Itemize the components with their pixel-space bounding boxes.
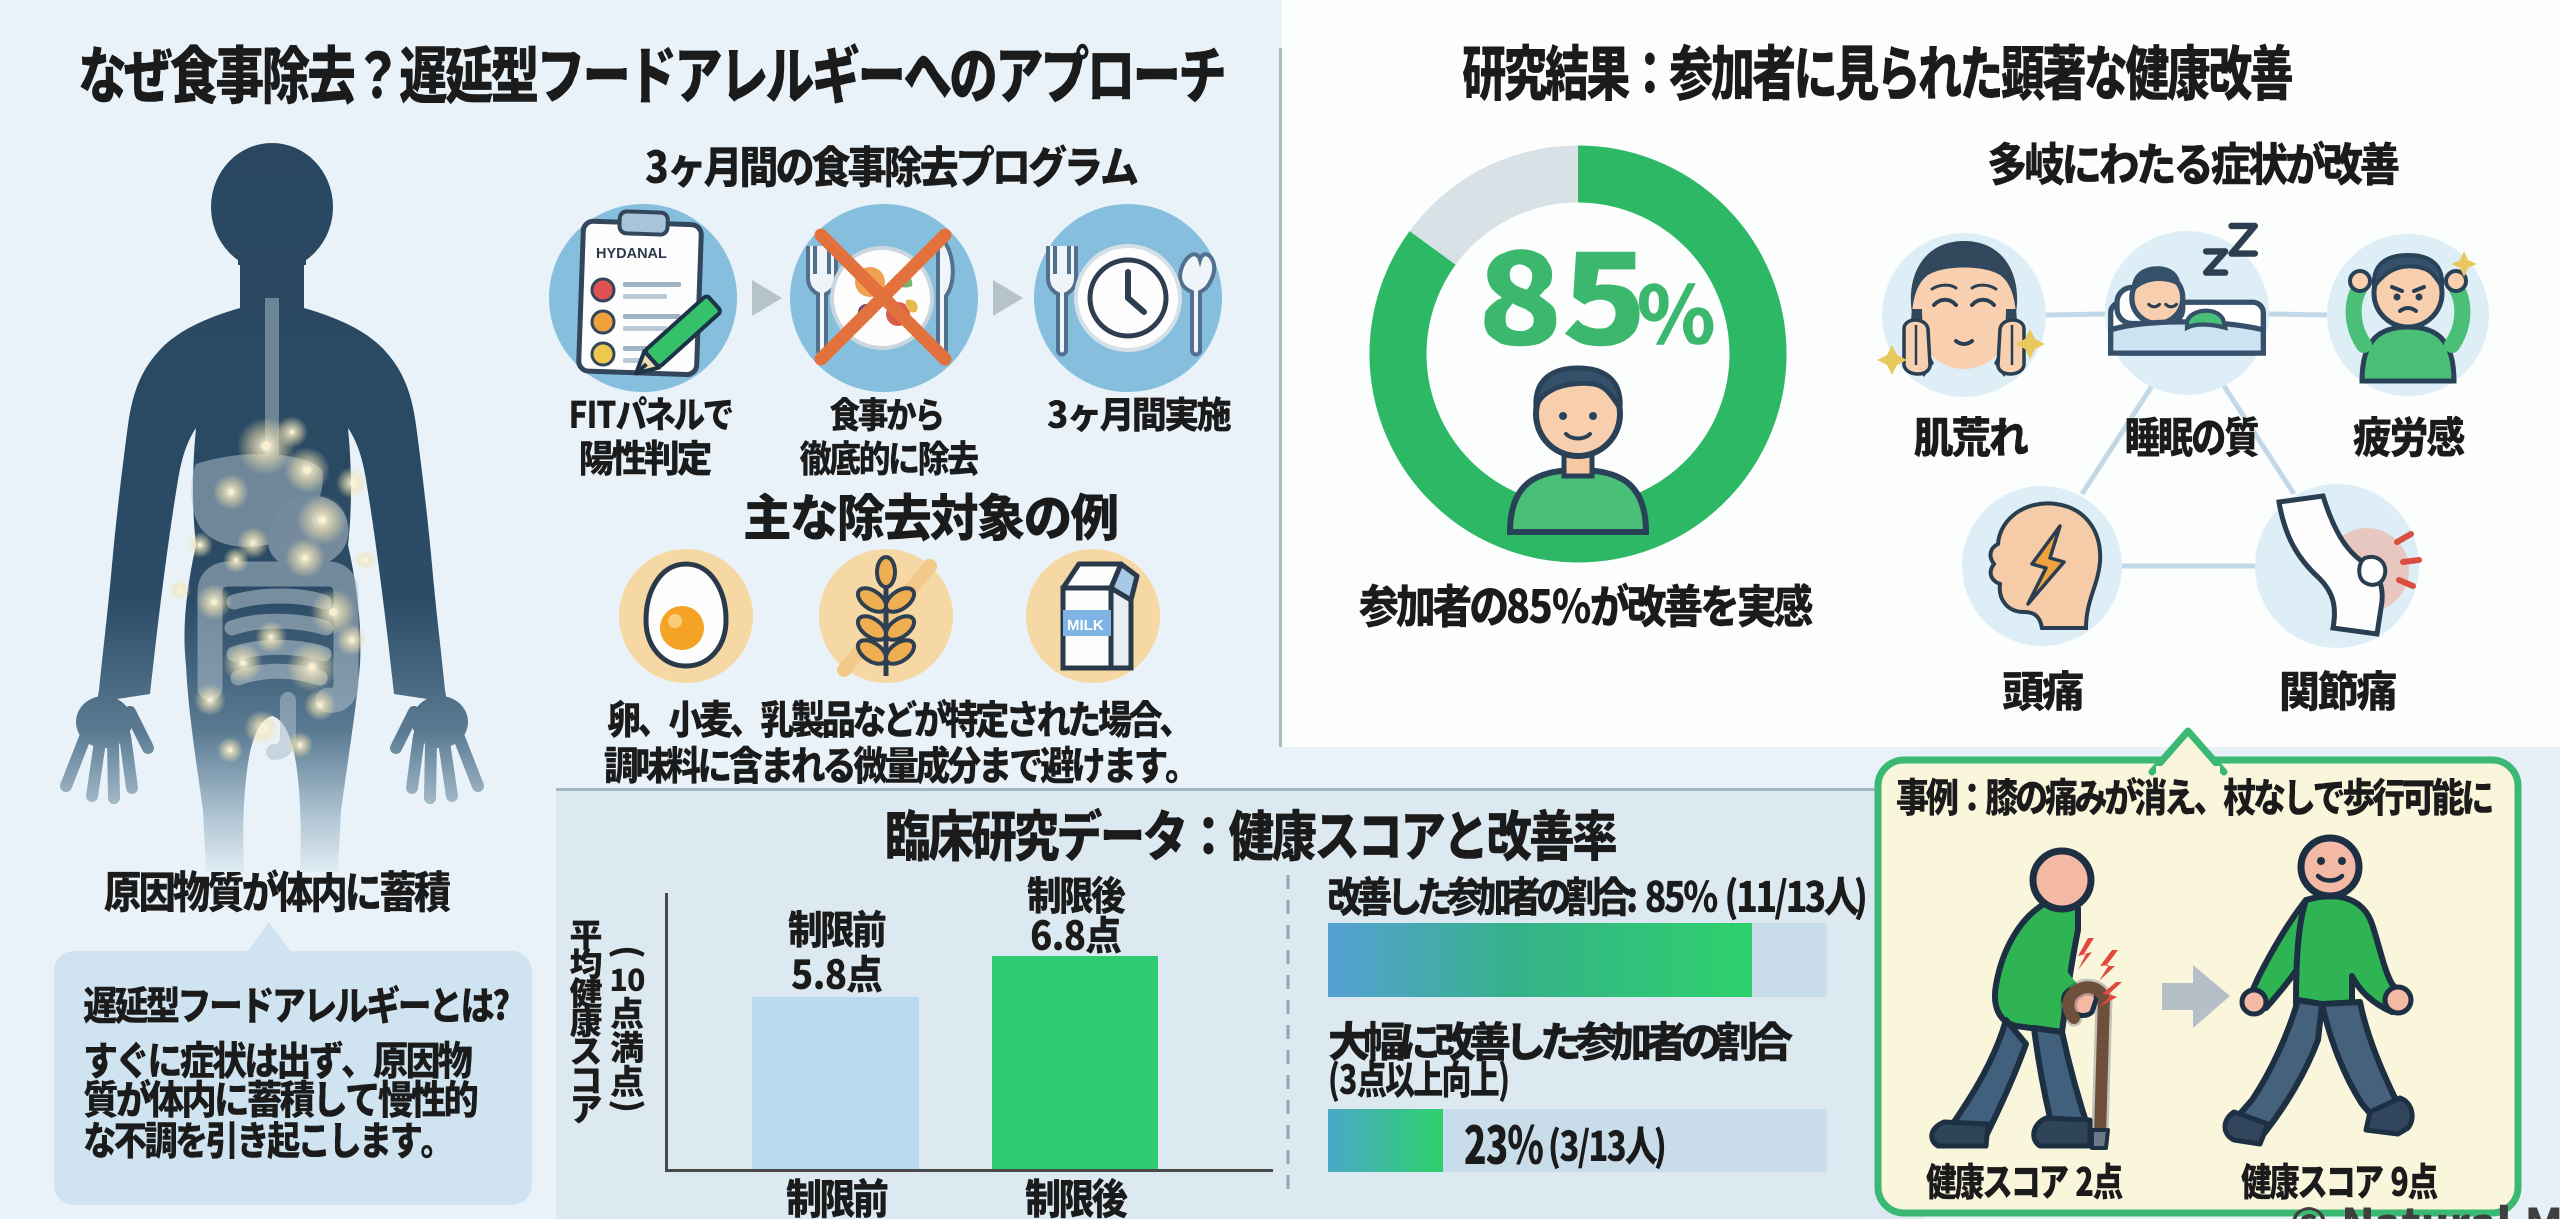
- svg-text:HYDANAL: HYDANAL: [596, 246, 667, 262]
- svg-text:MILK: MILK: [1067, 617, 1104, 634]
